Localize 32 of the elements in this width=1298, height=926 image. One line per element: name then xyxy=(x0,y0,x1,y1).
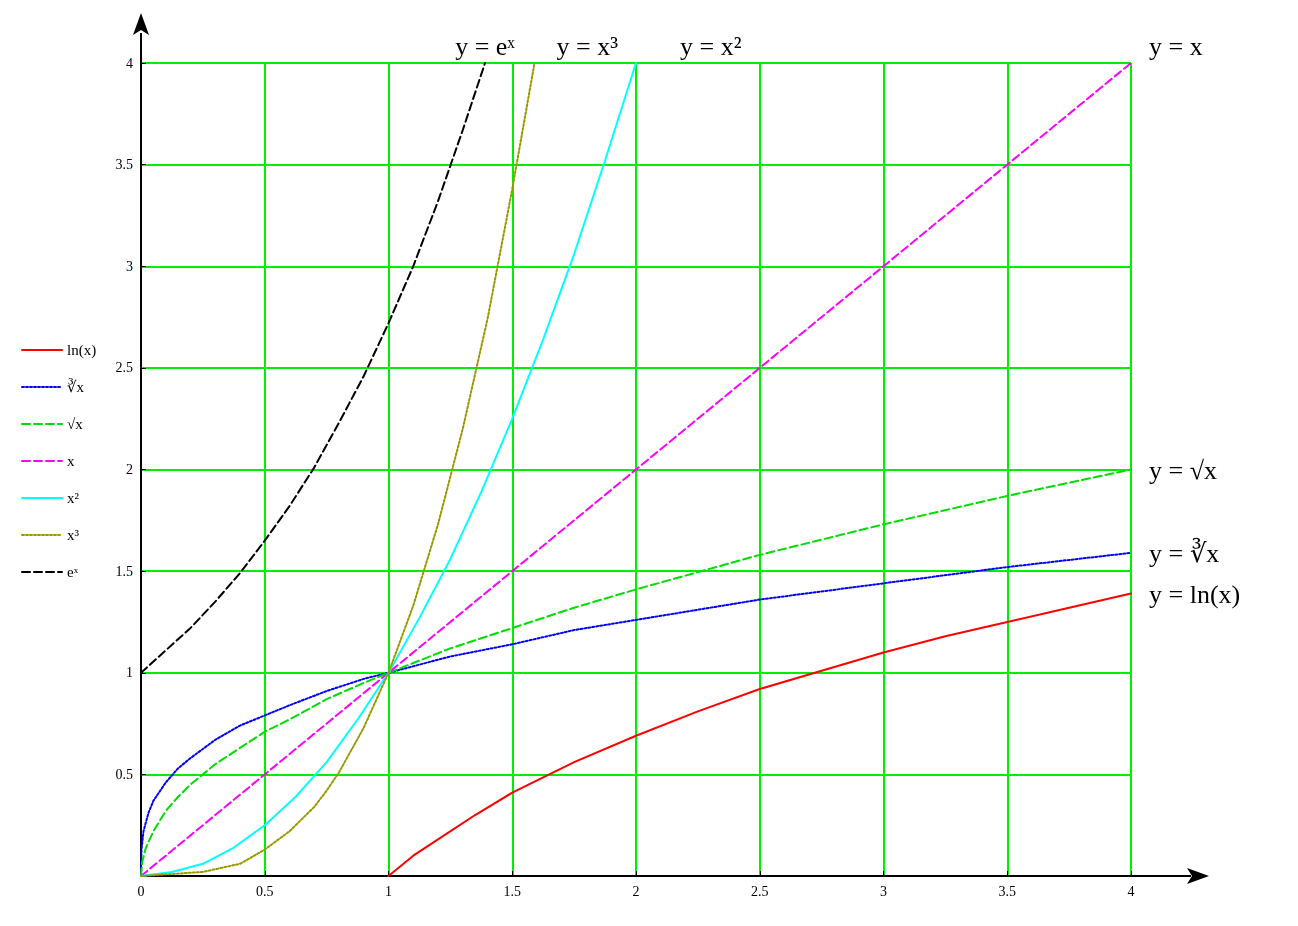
legend-label: x² xyxy=(67,490,80,506)
y-tick-label: 1 xyxy=(126,665,133,681)
legend-label: x xyxy=(67,453,75,469)
y-tick-label: 0.5 xyxy=(115,766,133,782)
y-tick-label: 2.5 xyxy=(115,360,133,376)
x-tick-label: 0 xyxy=(137,883,145,899)
annotation: y = x² xyxy=(680,31,742,61)
y-tick-label: 3 xyxy=(126,258,133,274)
x-tick-label: 1 xyxy=(385,883,392,899)
y-tick-label: 2 xyxy=(126,462,133,477)
annotation: y = √x xyxy=(1149,456,1217,485)
legend-label: ln(x) xyxy=(67,342,97,359)
y-tick-label: 4 xyxy=(126,55,133,71)
x-tick-label: 0.5 xyxy=(256,883,274,899)
x-tick-label: 1.5 xyxy=(503,883,521,899)
x-tick-label: 4 xyxy=(1127,883,1135,899)
line-series xyxy=(387,592,1132,877)
x-tick-label: 3.5 xyxy=(998,883,1016,899)
annotation: y = eˣ xyxy=(455,31,516,61)
x-tick-label: 2 xyxy=(632,883,640,899)
annotation: y = ∛x xyxy=(1149,537,1220,569)
legend-label: ∛x xyxy=(67,378,85,395)
annotation: y = ln(x) xyxy=(1149,579,1241,609)
y-tick-label: 3.5 xyxy=(115,157,133,173)
annotation: y = x³ xyxy=(556,31,619,61)
legend-label: eˣ xyxy=(67,564,79,580)
legend-label: x³ xyxy=(67,527,80,543)
x-tick-label: 2.5 xyxy=(751,883,769,899)
legend-label: √x xyxy=(67,416,84,432)
y-tick-label: 1.5 xyxy=(115,563,133,579)
annotation: y = x xyxy=(1149,31,1203,61)
x-tick-label: 3 xyxy=(880,883,887,899)
